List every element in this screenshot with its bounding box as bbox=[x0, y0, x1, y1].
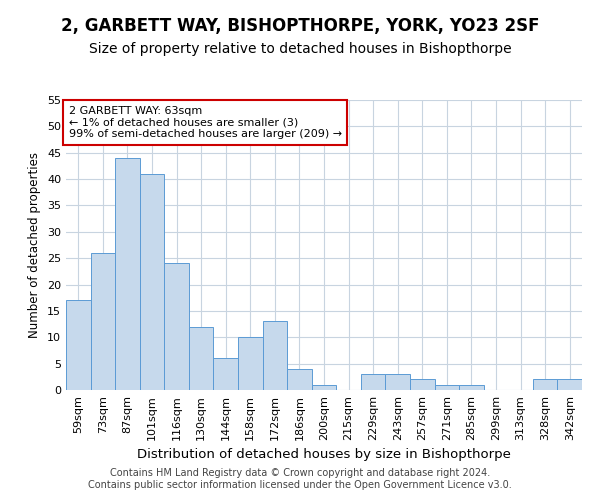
Bar bbox=[361, 374, 385, 390]
Bar bbox=[287, 369, 312, 390]
Bar bbox=[533, 380, 557, 390]
Bar bbox=[189, 326, 214, 390]
Text: 2 GARBETT WAY: 63sqm
← 1% of detached houses are smaller (3)
99% of semi-detache: 2 GARBETT WAY: 63sqm ← 1% of detached ho… bbox=[68, 106, 342, 139]
Bar bbox=[459, 384, 484, 390]
Bar bbox=[434, 384, 459, 390]
Bar bbox=[91, 253, 115, 390]
Text: Size of property relative to detached houses in Bishopthorpe: Size of property relative to detached ho… bbox=[89, 42, 511, 56]
Text: 2, GARBETT WAY, BISHOPTHORPE, YORK, YO23 2SF: 2, GARBETT WAY, BISHOPTHORPE, YORK, YO23… bbox=[61, 18, 539, 36]
Bar bbox=[410, 380, 434, 390]
Bar bbox=[140, 174, 164, 390]
Text: Contains HM Land Registry data © Crown copyright and database right 2024.
Contai: Contains HM Land Registry data © Crown c… bbox=[88, 468, 512, 490]
Bar bbox=[115, 158, 140, 390]
Bar bbox=[238, 338, 263, 390]
Bar bbox=[164, 264, 189, 390]
Bar bbox=[263, 322, 287, 390]
Bar bbox=[557, 380, 582, 390]
Bar bbox=[66, 300, 91, 390]
Bar bbox=[214, 358, 238, 390]
Bar bbox=[385, 374, 410, 390]
Y-axis label: Number of detached properties: Number of detached properties bbox=[28, 152, 41, 338]
Bar bbox=[312, 384, 336, 390]
X-axis label: Distribution of detached houses by size in Bishopthorpe: Distribution of detached houses by size … bbox=[137, 448, 511, 462]
